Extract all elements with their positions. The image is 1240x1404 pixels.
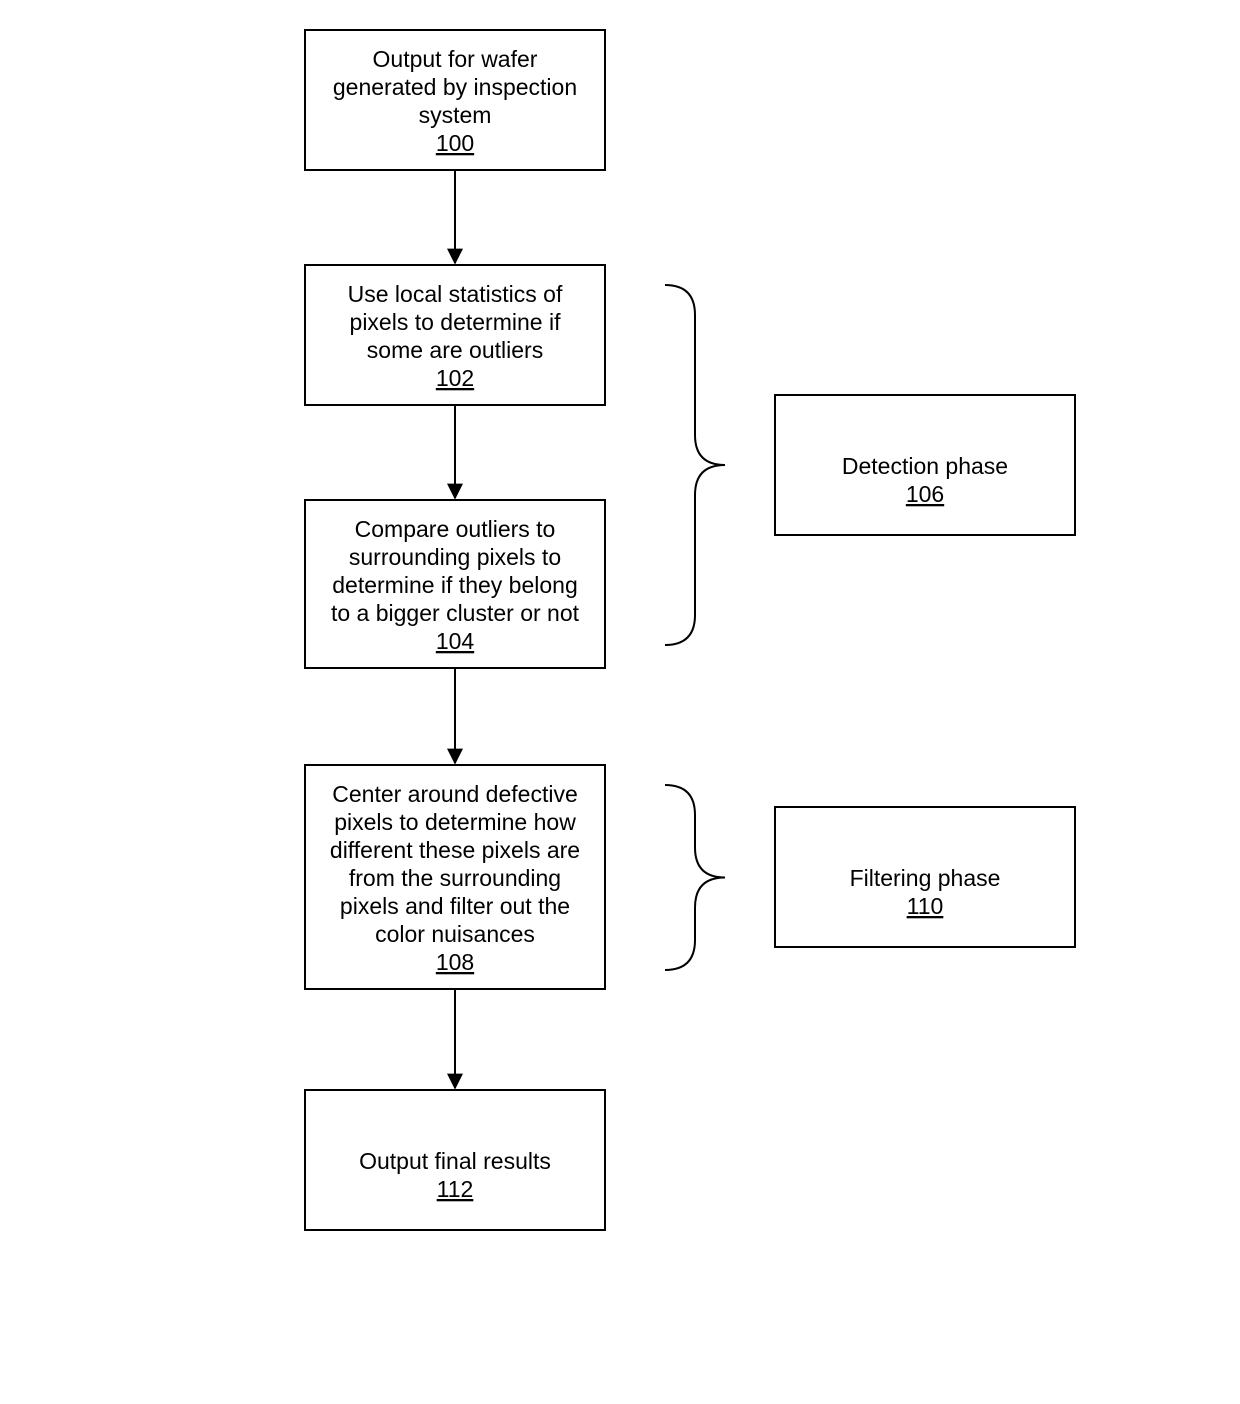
- node-ref: 106: [906, 481, 944, 507]
- group-brace: [665, 785, 725, 970]
- node-text: Output for wafer: [373, 46, 538, 72]
- node-ref: 110: [907, 893, 944, 919]
- node-text: Use local statistics of: [348, 281, 563, 307]
- group-brace: [665, 285, 725, 645]
- node-text: to a bigger cluster or not: [331, 600, 580, 626]
- node-text: pixels to determine if: [350, 309, 562, 335]
- node-text: Compare outliers to: [355, 516, 556, 542]
- flow-node-n102: Use local statistics ofpixels to determi…: [305, 265, 605, 405]
- node-text: pixels and filter out the: [340, 893, 570, 919]
- node-ref: 100: [436, 130, 474, 156]
- node-ref: 108: [436, 949, 474, 975]
- node-text: generated by inspection: [333, 74, 577, 100]
- node-text: from the surrounding: [349, 865, 561, 891]
- flow-node-n100: Output for wafergenerated by inspections…: [305, 30, 605, 170]
- node-text: system: [419, 102, 492, 128]
- node-text: color nuisances: [375, 921, 535, 947]
- node-text: Detection phase: [842, 453, 1008, 479]
- node-text: surrounding pixels to: [349, 544, 561, 570]
- node-ref: 104: [436, 628, 475, 654]
- node-text: Filtering phase: [850, 865, 1001, 891]
- flow-node-n106: Detection phase106: [775, 395, 1075, 535]
- node-text: determine if they belong: [332, 572, 578, 598]
- node-text: different these pixels are: [330, 837, 580, 863]
- node-ref: 112: [437, 1176, 474, 1202]
- node-text: pixels to determine how: [334, 809, 576, 835]
- flow-node-n108: Center around defectivepixels to determi…: [305, 765, 605, 989]
- flow-node-n110: Filtering phase110: [775, 807, 1075, 947]
- flow-node-n112: Output final results112: [305, 1090, 605, 1230]
- node-text: Center around defective: [332, 781, 578, 807]
- node-text: Output final results: [359, 1148, 551, 1174]
- flow-node-n104: Compare outliers tosurrounding pixels to…: [305, 500, 605, 668]
- node-text: some are outliers: [367, 337, 543, 363]
- node-ref: 102: [436, 365, 474, 391]
